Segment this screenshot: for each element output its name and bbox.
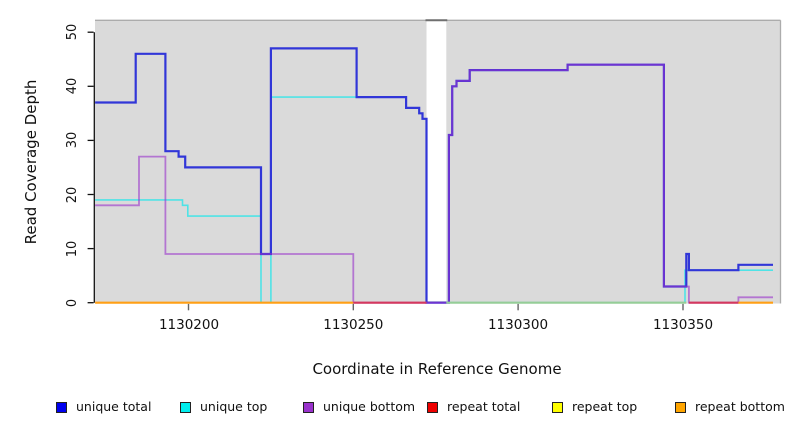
legend-swatch-unique-bottom (303, 401, 314, 413)
legend-label: repeat total (447, 399, 521, 414)
y-tick-label: 10 (65, 240, 80, 257)
y-tick-label: 0 (65, 298, 80, 307)
x-tick-label: 1130250 (323, 317, 384, 333)
y-axis-title: Read Coverage Depth (22, 79, 40, 245)
legend-item-unique-top: unique top (180, 398, 267, 416)
legend-swatch-repeat-bottom (675, 401, 686, 413)
legend-item-unique-total: unique total (56, 398, 151, 416)
legend-label: repeat top (572, 399, 638, 414)
legend-label: repeat bottom (695, 399, 785, 414)
series-unique-bottom (95, 63, 773, 304)
y-tick-label: 40 (65, 78, 80, 95)
legend-swatch-unique-top (180, 401, 191, 413)
legend-label: unique total (76, 399, 152, 414)
legend-label: unique top (200, 399, 268, 414)
legend-item-unique-bottom: unique bottom (303, 398, 415, 416)
x-tick-label: 1130200 (158, 317, 220, 333)
legend-swatch-repeat-top (552, 401, 563, 413)
x-axis-title: Coordinate in Reference Genome (312, 360, 562, 378)
legend-swatch-repeat-total (427, 401, 438, 413)
legend-item-repeat-top: repeat top (552, 398, 637, 416)
y-tick-label: 20 (65, 186, 80, 203)
legend-item-repeat-bottom: repeat bottom (675, 398, 785, 416)
masked-gap-band (426, 20, 447, 302)
y-tick-label: 30 (65, 132, 80, 149)
x-tick-label: 1130300 (487, 317, 549, 333)
legend-swatch-unique-total (56, 401, 67, 413)
legend-item-repeat-total: repeat total (427, 398, 520, 416)
x-tick-label: 1130350 (652, 317, 714, 333)
y-tick-label: 50 (65, 23, 80, 41)
legend-label: unique bottom (323, 399, 416, 414)
